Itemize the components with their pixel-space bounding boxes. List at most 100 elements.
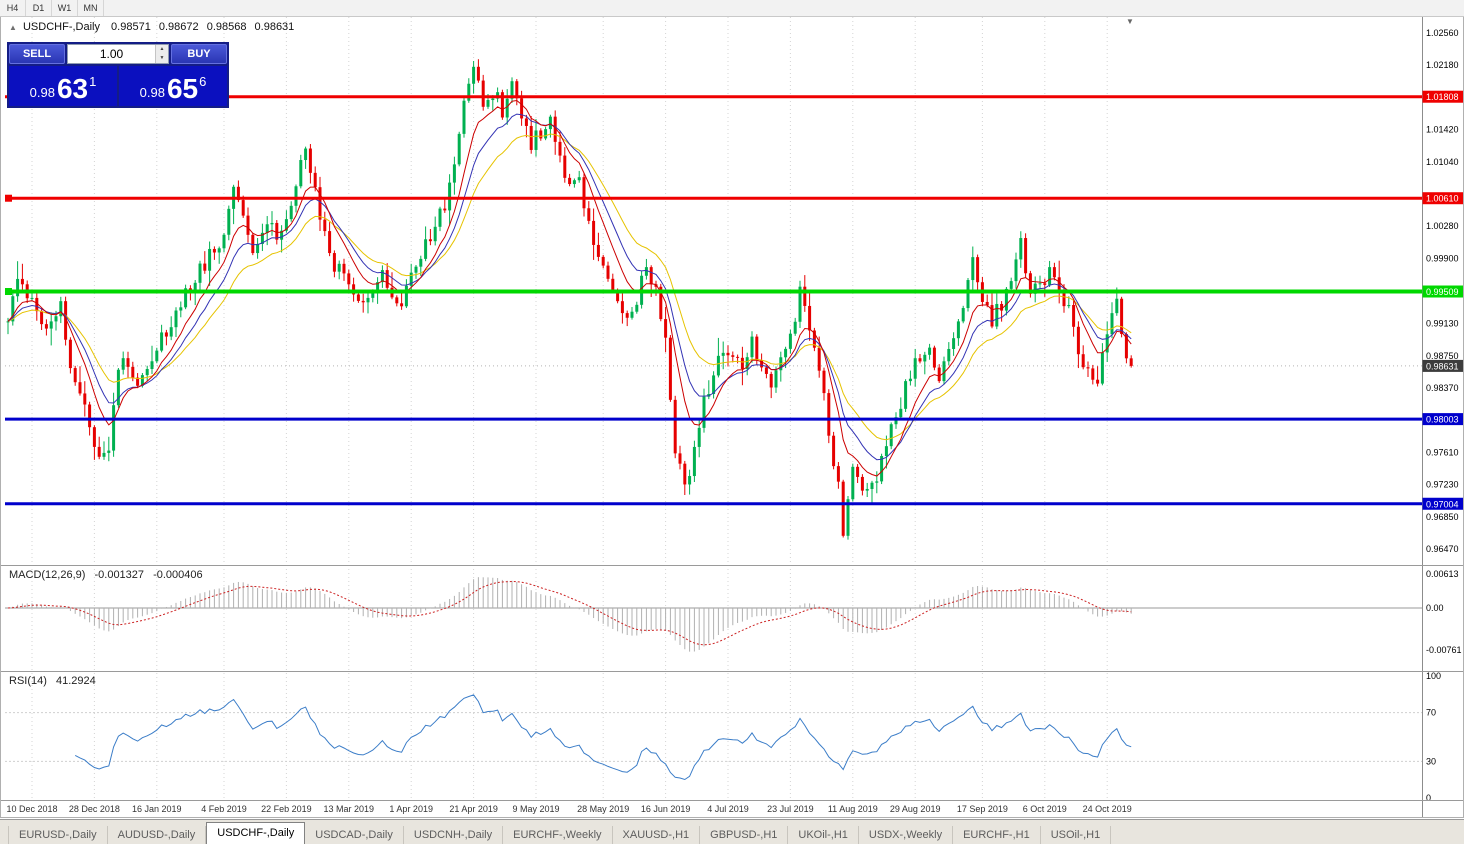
- rsi-label: RSI(14): [9, 675, 47, 687]
- chart-border: [0, 16, 1464, 818]
- timeframe-d1-button[interactable]: D1: [26, 0, 52, 16]
- macd-main-value: -0.001327: [94, 569, 145, 581]
- horizontal-level-lines[interactable]: [5, 95, 1422, 506]
- svg-text:70: 70: [1426, 708, 1436, 718]
- tab-usoil-h1[interactable]: USOil-,H1: [1041, 826, 1112, 844]
- svg-text:0.98370: 0.98370: [1426, 383, 1459, 393]
- rsi-indicator-header: RSI(14) 41.2924: [9, 675, 96, 687]
- ma-line-8: [7, 99, 1132, 477]
- svg-text:4 Feb 2019: 4 Feb 2019: [201, 804, 247, 814]
- svg-text:-0.00761: -0.00761: [1426, 645, 1462, 655]
- buy-price-base: 0.98: [139, 85, 165, 100]
- tab-eurchf-h1[interactable]: EURCHF-,H1: [953, 826, 1041, 844]
- macd-indicator-header: MACD(12,26,9) -0.001327 -0.000406: [9, 569, 203, 581]
- svg-text:1 Apr 2019: 1 Apr 2019: [389, 804, 433, 814]
- sell-price-base: 0.98: [29, 85, 55, 100]
- svg-text:23 Jul 2019: 23 Jul 2019: [767, 804, 814, 814]
- svg-text:28 Dec 2018: 28 Dec 2018: [69, 804, 120, 814]
- svg-text:1.01040: 1.01040: [1426, 157, 1459, 167]
- svg-text:11 Aug 2019: 11 Aug 2019: [828, 804, 878, 814]
- svg-text:16 Jun 2019: 16 Jun 2019: [641, 804, 691, 814]
- timeframe-w1-button[interactable]: W1: [52, 0, 78, 16]
- sell-price-pips: 63: [56, 73, 89, 105]
- svg-text:0.96850: 0.96850: [1426, 512, 1459, 522]
- svg-text:0.99509: 0.99509: [1426, 287, 1459, 297]
- sell-price-display[interactable]: 0.98 63 1: [9, 66, 117, 106]
- svg-text:16 Jan 2019: 16 Jan 2019: [132, 804, 182, 814]
- tab-usdcad-daily[interactable]: USDCAD-,Daily: [305, 826, 404, 844]
- collapse-triangle-icon[interactable]: ▲: [9, 23, 17, 32]
- svg-text:0.99900: 0.99900: [1426, 253, 1459, 263]
- svg-text:4 Jul 2019: 4 Jul 2019: [707, 804, 749, 814]
- ohlc-low: 0.98568: [206, 21, 247, 33]
- ohlc-close: 0.98631: [254, 21, 295, 33]
- volume-value[interactable]: 1.00: [99, 47, 124, 61]
- price-axis[interactable]: 1.02560 1.02180 1.01420 1.01040 1.00280 0.999…: [1422, 16, 1464, 818]
- svg-text:1.02560: 1.02560: [1426, 28, 1459, 38]
- svg-text:0.98750: 0.98750: [1426, 351, 1459, 361]
- tab-usdx-weekly[interactable]: USDX-,Weekly: [859, 826, 954, 844]
- chart-symbol-title: USDCHF-,Daily: [22, 21, 100, 33]
- svg-text:21 Apr 2019: 21 Apr 2019: [449, 804, 498, 814]
- svg-text:0.97230: 0.97230: [1426, 480, 1459, 490]
- tab-eurusd-daily[interactable]: EURUSD-,Daily: [8, 826, 108, 844]
- svg-text:1.01808: 1.01808: [1426, 92, 1459, 102]
- svg-text:13 Mar 2019: 13 Mar 2019: [324, 804, 375, 814]
- rsi-panel: [5, 694, 1422, 781]
- svg-text:29 Aug 2019: 29 Aug 2019: [890, 804, 941, 814]
- timeframe-h4-button[interactable]: H4: [0, 0, 26, 16]
- timeframe-mn-button[interactable]: MN: [78, 0, 104, 16]
- chart-ohlc-header: ▲ USDCHF-,Daily 0.98571 0.98672 0.98568 …: [9, 21, 299, 33]
- svg-text:17 Sep 2019: 17 Sep 2019: [957, 804, 1008, 814]
- svg-text:10 Dec 2018: 10 Dec 2018: [6, 804, 57, 814]
- rsi-value: 41.2924: [55, 675, 96, 687]
- svg-text:1.00280: 1.00280: [1426, 221, 1459, 231]
- svg-text:0.97004: 0.97004: [1426, 499, 1459, 509]
- macd-label: MACD(12,26,9): [9, 569, 86, 581]
- svg-text:0.00: 0.00: [1426, 603, 1444, 613]
- buy-price-display[interactable]: 0.98 65 6: [119, 66, 227, 106]
- svg-text:30: 30: [1426, 756, 1436, 766]
- svg-text:22 Feb 2019: 22 Feb 2019: [261, 804, 312, 814]
- volume-spinner[interactable]: ▲ ▼: [155, 45, 168, 63]
- tab-xauusd-h1[interactable]: XAUUSD-,H1: [613, 826, 701, 844]
- ohlc-high: 0.98672: [158, 21, 199, 33]
- sell-price-point: 1: [89, 74, 97, 89]
- buy-price-point: 6: [199, 74, 207, 89]
- one-click-trading-panel: SELL 1.00 ▲ ▼ BUY 0.98 63 1 0.98 65 6: [7, 42, 229, 108]
- volume-field[interactable]: 1.00 ▲ ▼: [67, 44, 169, 64]
- tab-ukoil-h1[interactable]: UKOil-,H1: [788, 826, 859, 844]
- svg-text:0: 0: [1426, 793, 1431, 803]
- sell-button[interactable]: SELL: [9, 44, 65, 64]
- svg-text:6 Oct 2019: 6 Oct 2019: [1023, 804, 1067, 814]
- chart-shift-marker-icon[interactable]: ▼: [1126, 17, 1134, 26]
- svg-text:1.02180: 1.02180: [1426, 60, 1459, 70]
- timeframe-toolbar: H4 D1 W1 MN: [0, 0, 1464, 17]
- chart-tabs-bar: EURUSD-,Daily AUDUSD-,Daily USDCHF-,Dail…: [0, 819, 1464, 844]
- svg-text:100: 100: [1426, 671, 1441, 681]
- spinner-up-icon[interactable]: ▲: [159, 46, 165, 52]
- svg-text:0.96470: 0.96470: [1426, 544, 1459, 554]
- ma-line-13: [7, 113, 1132, 461]
- tab-usdcnh-daily[interactable]: USDCNH-,Daily: [404, 826, 504, 844]
- svg-text:1.01420: 1.01420: [1426, 125, 1459, 135]
- date-axis[interactable]: 10 Dec 2018 28 Dec 2018 16 Jan 2019 4 Feb 2…: [6, 804, 1131, 814]
- svg-text:0.97610: 0.97610: [1426, 447, 1459, 457]
- tab-gbpusd-h1[interactable]: GBPUSD-,H1: [700, 826, 789, 844]
- tab-usdchf-daily[interactable]: USDCHF-,Daily: [206, 822, 306, 844]
- svg-text:0.98631: 0.98631: [1426, 361, 1459, 371]
- svg-text:1.00610: 1.00610: [1426, 194, 1459, 204]
- buy-button[interactable]: BUY: [171, 44, 227, 64]
- panel-separators: [0, 565, 1464, 801]
- tab-eurchf-weekly[interactable]: EURCHF-,Weekly: [503, 826, 613, 844]
- candlesticks[interactable]: [6, 59, 1133, 540]
- spinner-down-icon[interactable]: ▼: [159, 55, 165, 61]
- ohlc-open: 0.98571: [111, 21, 151, 33]
- tab-audusd-daily[interactable]: AUDUSD-,Daily: [108, 826, 207, 844]
- svg-text:24 Oct 2019: 24 Oct 2019: [1083, 804, 1132, 814]
- buy-price-pips: 65: [166, 73, 199, 105]
- svg-text:28 May 2019: 28 May 2019: [577, 804, 629, 814]
- svg-text:0.00613: 0.00613: [1426, 569, 1459, 579]
- svg-text:0.99130: 0.99130: [1426, 319, 1459, 329]
